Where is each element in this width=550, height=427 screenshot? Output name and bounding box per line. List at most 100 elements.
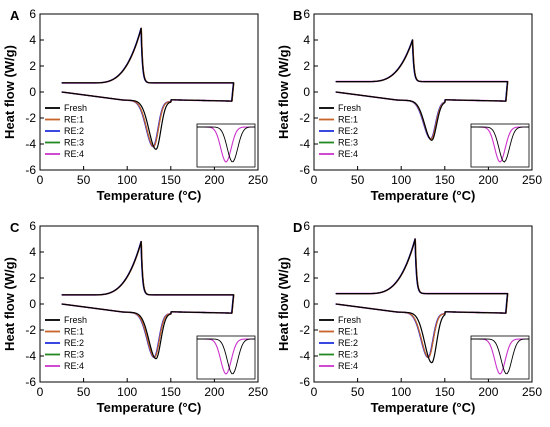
y-tick-label: -4 bbox=[25, 137, 36, 151]
y-tick-label: -6 bbox=[25, 163, 36, 177]
inset-frame bbox=[196, 335, 256, 380]
legend-label: RE:2 bbox=[338, 126, 358, 136]
legend-label: RE:1 bbox=[64, 115, 84, 125]
inset-curve-fresh bbox=[197, 338, 256, 375]
x-tick-label: 250 bbox=[522, 173, 542, 187]
x-tick-label: 50 bbox=[77, 173, 91, 187]
y-tick-label: 0 bbox=[303, 85, 310, 99]
x-axis-title: Temperature (°C) bbox=[371, 188, 476, 203]
x-tick-label: 100 bbox=[391, 173, 411, 187]
panel-C: C 0 50 100 150 200 250 -6 -4 -2 0 2 4 6 Temperature (°… bbox=[2, 219, 268, 415]
plot-area bbox=[335, 39, 509, 141]
legend-label: RE:4 bbox=[338, 361, 358, 371]
x-tick-label: 50 bbox=[351, 385, 365, 399]
y-tick-label: -4 bbox=[299, 137, 310, 151]
x-tick-label: 200 bbox=[204, 173, 224, 187]
x-tick-label: 150 bbox=[435, 173, 455, 187]
y-axis-title: Heat flow (W/g) bbox=[276, 45, 291, 139]
plot-area bbox=[61, 27, 235, 150]
plot-area bbox=[61, 240, 235, 360]
legend-label: RE:4 bbox=[64, 361, 84, 371]
legend-label: RE:3 bbox=[64, 350, 84, 360]
series-fresh bbox=[61, 27, 235, 150]
y-tick-label: -6 bbox=[299, 163, 310, 177]
inset-frame bbox=[470, 335, 530, 380]
x-tick-label: 150 bbox=[435, 385, 455, 399]
panel-label: A bbox=[10, 8, 20, 23]
y-tick-label: 6 bbox=[29, 7, 36, 21]
inset-plot bbox=[197, 126, 256, 163]
y-axis-title: Heat flow (W/g) bbox=[2, 45, 17, 139]
y-tick-label: 4 bbox=[29, 33, 36, 47]
y-tick-label: -2 bbox=[25, 323, 36, 337]
panel-label: C bbox=[10, 220, 20, 235]
legend-label: RE:2 bbox=[64, 338, 84, 348]
x-tick-label: 0 bbox=[37, 173, 44, 187]
x-axis-title: Temperature (°C) bbox=[97, 188, 202, 203]
y-tick-label: 4 bbox=[303, 245, 310, 259]
legend-label: RE:2 bbox=[64, 126, 84, 136]
inset-plot bbox=[197, 338, 256, 375]
x-tick-label: 200 bbox=[204, 385, 224, 399]
y-tick-label: 0 bbox=[29, 297, 36, 311]
legend-label: Fresh bbox=[64, 103, 87, 113]
inset-curve-fresh bbox=[197, 126, 256, 163]
inset-frame bbox=[470, 123, 530, 168]
y-tick-label: 0 bbox=[303, 297, 310, 311]
y-tick-label: -4 bbox=[299, 349, 310, 363]
series-fresh bbox=[61, 241, 235, 360]
y-axis-title: Heat flow (W/g) bbox=[2, 257, 17, 351]
x-axis-title: Temperature (°C) bbox=[371, 400, 476, 415]
x-tick-label: 250 bbox=[522, 385, 542, 399]
inset-plot bbox=[471, 338, 530, 375]
x-tick-label: 0 bbox=[311, 385, 318, 399]
legend-label: Fresh bbox=[338, 103, 361, 113]
plot-area bbox=[335, 238, 509, 364]
x-tick-label: 250 bbox=[248, 385, 268, 399]
x-tick-label: 200 bbox=[478, 173, 498, 187]
inset-frame bbox=[196, 123, 256, 168]
y-tick-label: -2 bbox=[299, 111, 310, 125]
panel-A: A 0 50 100 150 200 250 -6 -4 -2 0 2 4 6 Temperature (°… bbox=[2, 7, 268, 203]
y-tick-label: 6 bbox=[303, 7, 310, 21]
y-tick-label: 2 bbox=[29, 59, 36, 73]
panel-label: D bbox=[293, 220, 302, 235]
panel-D: D 0 50 100 150 200 250 -6 -4 -2 0 2 4 6 Temperature (°… bbox=[276, 219, 542, 415]
y-tick-label: 0 bbox=[29, 85, 36, 99]
legend-label: RE:1 bbox=[338, 327, 358, 337]
x-tick-label: 0 bbox=[37, 385, 44, 399]
panel-label: B bbox=[293, 8, 302, 23]
x-tick-label: 100 bbox=[117, 173, 137, 187]
x-axis-title: Temperature (°C) bbox=[97, 400, 202, 415]
legend-label: Fresh bbox=[64, 315, 87, 325]
series-fresh bbox=[335, 39, 509, 141]
legend-label: RE:3 bbox=[64, 138, 84, 148]
x-tick-label: 100 bbox=[391, 385, 411, 399]
y-tick-label: 2 bbox=[303, 59, 310, 73]
y-axis-title: Heat flow (W/g) bbox=[276, 257, 291, 351]
y-tick-label: 2 bbox=[303, 271, 310, 285]
y-tick-label: 4 bbox=[29, 245, 36, 259]
y-tick-label: 6 bbox=[29, 219, 36, 233]
y-tick-label: -2 bbox=[299, 323, 310, 337]
y-tick-label: 4 bbox=[303, 33, 310, 47]
legend-label: RE:2 bbox=[338, 338, 358, 348]
y-tick-label: 2 bbox=[29, 271, 36, 285]
inset-curve-fresh bbox=[471, 126, 529, 163]
legend-label: RE:1 bbox=[338, 115, 358, 125]
panel-B: B 0 50 100 150 200 250 -6 -4 -2 0 2 4 6 Temperature (°… bbox=[276, 7, 542, 203]
legend-label: RE:4 bbox=[64, 149, 84, 159]
legend-label: RE:1 bbox=[64, 327, 84, 337]
y-tick-label: -6 bbox=[299, 375, 310, 389]
series-fresh bbox=[335, 238, 509, 364]
x-tick-label: 200 bbox=[478, 385, 498, 399]
x-tick-label: 150 bbox=[161, 173, 181, 187]
legend-label: RE:4 bbox=[338, 149, 358, 159]
y-tick-label: -6 bbox=[25, 375, 36, 389]
x-tick-label: 150 bbox=[161, 385, 181, 399]
y-tick-label: -4 bbox=[25, 349, 36, 363]
x-tick-label: 100 bbox=[117, 385, 137, 399]
legend-label: RE:3 bbox=[338, 138, 358, 148]
inset-curve-fresh bbox=[471, 338, 530, 375]
